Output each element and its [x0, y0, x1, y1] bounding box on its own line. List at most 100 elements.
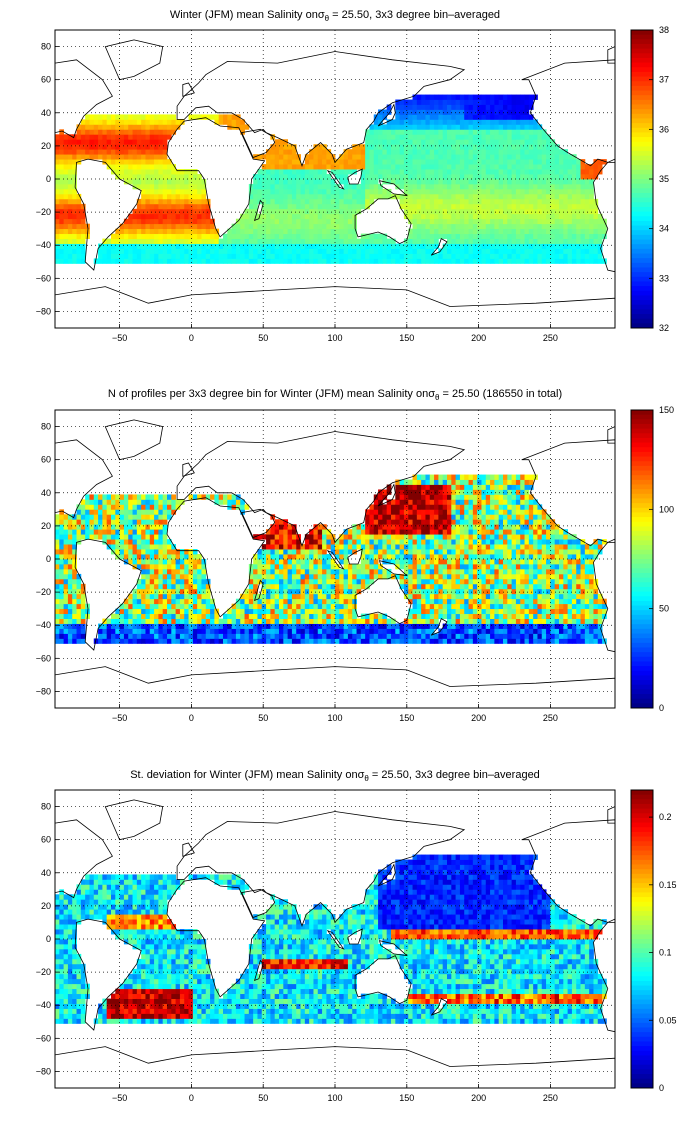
bin-cell: [283, 223, 289, 230]
bin-cell: [339, 223, 345, 230]
bin-cell: [442, 193, 448, 200]
bin-cell: [55, 534, 60, 540]
bin-cell: [98, 129, 103, 135]
bin-cell: [399, 623, 405, 629]
bin-cell: [89, 144, 95, 150]
bin-cell: [447, 179, 452, 185]
bin-cell: [403, 623, 409, 629]
bin-cell: [464, 119, 469, 125]
bin-cell: [369, 534, 375, 540]
y-tick-label: 40: [41, 108, 51, 118]
bin-cell: [154, 159, 159, 165]
bin-cell: [434, 169, 439, 175]
bin-cell: [141, 544, 146, 550]
bin-cell: [408, 109, 413, 115]
bin-cell: [119, 134, 125, 140]
bin-cell: [283, 524, 289, 530]
bin-cell: [72, 524, 77, 530]
bin-cell: [477, 144, 482, 150]
bin-cell: [283, 623, 289, 629]
bin-cell: [270, 529, 276, 535]
bin-cell: [365, 633, 370, 639]
bin-cell: [197, 258, 202, 264]
bin-cell: [162, 253, 168, 259]
bin-cell: [188, 628, 194, 634]
bin-cell: [261, 243, 267, 249]
bin-cell: [408, 489, 413, 495]
bin-cell: [67, 223, 73, 230]
bin-cell: [210, 258, 215, 264]
bin-cell: [227, 114, 233, 120]
bin-cell: [403, 618, 409, 624]
bin-cell: [507, 129, 513, 135]
bin-cell: [188, 588, 194, 595]
bin-cell: [507, 154, 513, 160]
bin-cell: [580, 188, 586, 195]
bin-cell: [218, 238, 224, 244]
bin-cell: [481, 164, 487, 170]
bin-cell: [158, 134, 164, 140]
bin-cell: [231, 248, 237, 254]
bin-cell: [429, 179, 435, 185]
bin-cell: [434, 154, 439, 160]
bin-cell: [266, 573, 271, 580]
bin-cell: [589, 243, 594, 249]
bin-cell: [330, 203, 336, 210]
bin-cell: [274, 544, 280, 550]
bin-cell: [67, 139, 73, 145]
bin-cell: [300, 183, 306, 190]
bin-cell: [223, 633, 228, 639]
bin-cell: [322, 179, 327, 185]
bin-cell: [171, 559, 177, 565]
bin-cell: [352, 608, 357, 615]
bin-cell: [106, 248, 112, 254]
bin-cell: [80, 514, 86, 520]
bin-cell: [503, 174, 508, 180]
bin-cell: [136, 208, 142, 215]
bin-cell: [317, 598, 323, 605]
bin-cell: [240, 618, 245, 624]
bin-cell: [382, 149, 388, 155]
bin-cell: [85, 509, 90, 515]
bin-cell: [438, 198, 444, 205]
bin-cell: [580, 223, 586, 230]
bin-cell: [59, 258, 65, 264]
bin-cell: [416, 494, 422, 500]
bin-cell: [98, 529, 103, 535]
bin-cell: [528, 159, 534, 165]
bin-cell: [119, 129, 125, 135]
colorbar-segment: [631, 267, 653, 273]
bin-cell: [162, 628, 168, 634]
bin-cell: [580, 193, 586, 200]
bin-cell: [205, 228, 211, 235]
bin-cell: [63, 623, 69, 629]
bin-cell: [102, 539, 108, 545]
bin-cell: [145, 159, 151, 165]
bin-cell: [55, 598, 60, 605]
bin-cell: [399, 633, 405, 639]
bin-cell: [386, 489, 392, 495]
x-tick-label: 100: [327, 333, 342, 343]
bin-cell: [266, 258, 271, 264]
bin-cell: [154, 539, 159, 545]
bin-cell: [369, 529, 375, 535]
bin-cell: [76, 258, 82, 264]
bin-cell: [330, 613, 336, 619]
bin-cell: [330, 213, 336, 220]
bin-cell: [352, 164, 357, 170]
bin-cell: [550, 149, 556, 155]
bin-cell: [322, 183, 327, 190]
coastline: [55, 59, 113, 139]
bin-cell: [472, 218, 478, 225]
bin-cell: [550, 238, 556, 244]
bin-cell: [145, 223, 151, 230]
bin-cell: [291, 238, 297, 244]
bin-cell: [145, 164, 151, 170]
bin-cell: [119, 494, 125, 500]
bin-cell: [266, 228, 271, 235]
y-tick-label: 80: [41, 42, 51, 52]
bin-cell: [304, 568, 310, 575]
bin-cell: [167, 174, 172, 180]
bin-cell: [132, 514, 138, 520]
bin-cell: [352, 534, 357, 540]
